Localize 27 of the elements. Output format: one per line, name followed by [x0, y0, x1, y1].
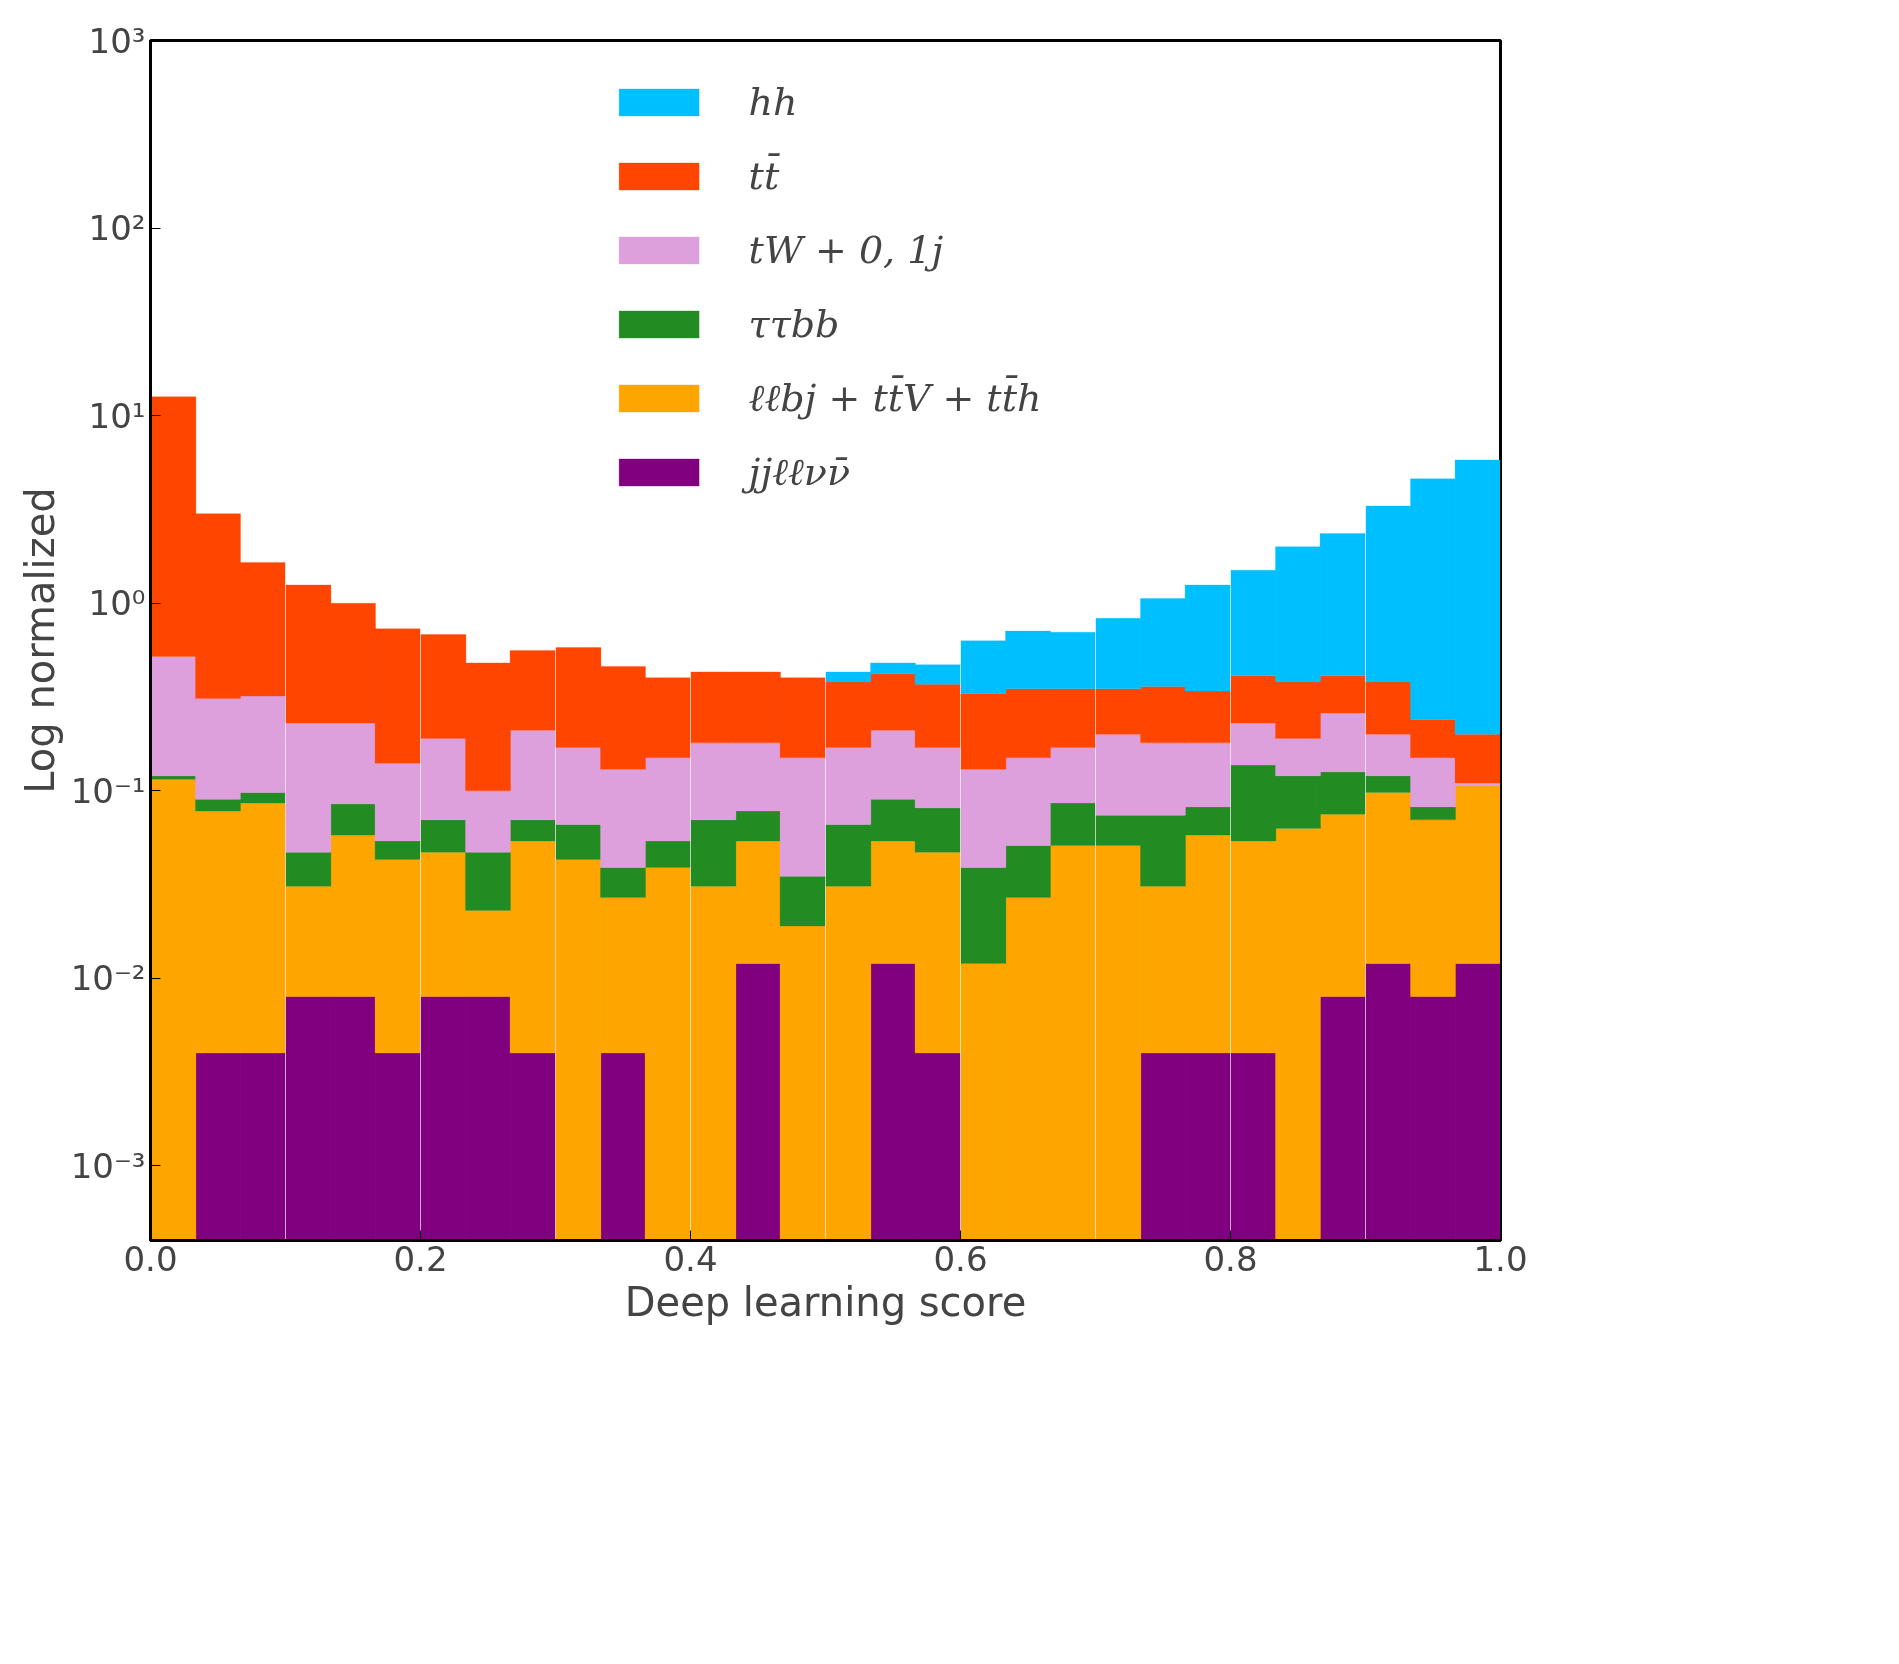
- x-axis-title: Deep learning score: [624, 1278, 1027, 1325]
- legend-label: hh: [748, 80, 798, 124]
- x-tick-label: 0.0: [123, 1238, 178, 1279]
- y-tick-label: 10³: [88, 20, 146, 61]
- legend-label: tW + 0, 1j: [748, 228, 944, 272]
- legend-label: ττbb: [748, 302, 840, 346]
- y-tick-label: 10⁻³: [70, 1145, 146, 1186]
- bar: [330, 803, 376, 836]
- x-tick-label: 0.4: [663, 1238, 718, 1279]
- x-tick-label: 0.2: [393, 1238, 448, 1279]
- y-tick-label: 10²: [88, 208, 146, 249]
- bar: [600, 1052, 646, 1241]
- x-tick-label: 0.8: [1203, 1238, 1258, 1279]
- x-tick-label: 1.0: [1473, 1238, 1528, 1279]
- x-tick-label: 0.6: [933, 1238, 988, 1279]
- legend-label: ℓℓbj + tt̄V + tt̄h: [748, 376, 1042, 420]
- bar: [465, 852, 511, 911]
- bar: [600, 867, 646, 898]
- y-axis-title: Log normalized: [16, 487, 63, 794]
- legend-label: tt̄: [748, 154, 780, 198]
- y-tick-label: 10⁻²: [70, 958, 146, 999]
- bar: [1410, 806, 1456, 820]
- y-tick-label: 10¹: [88, 395, 146, 436]
- bar: [735, 963, 781, 1241]
- bar: [285, 852, 332, 887]
- y-tick-label: 10⁻¹: [70, 770, 146, 811]
- y-tick-label: 10⁰: [88, 583, 146, 624]
